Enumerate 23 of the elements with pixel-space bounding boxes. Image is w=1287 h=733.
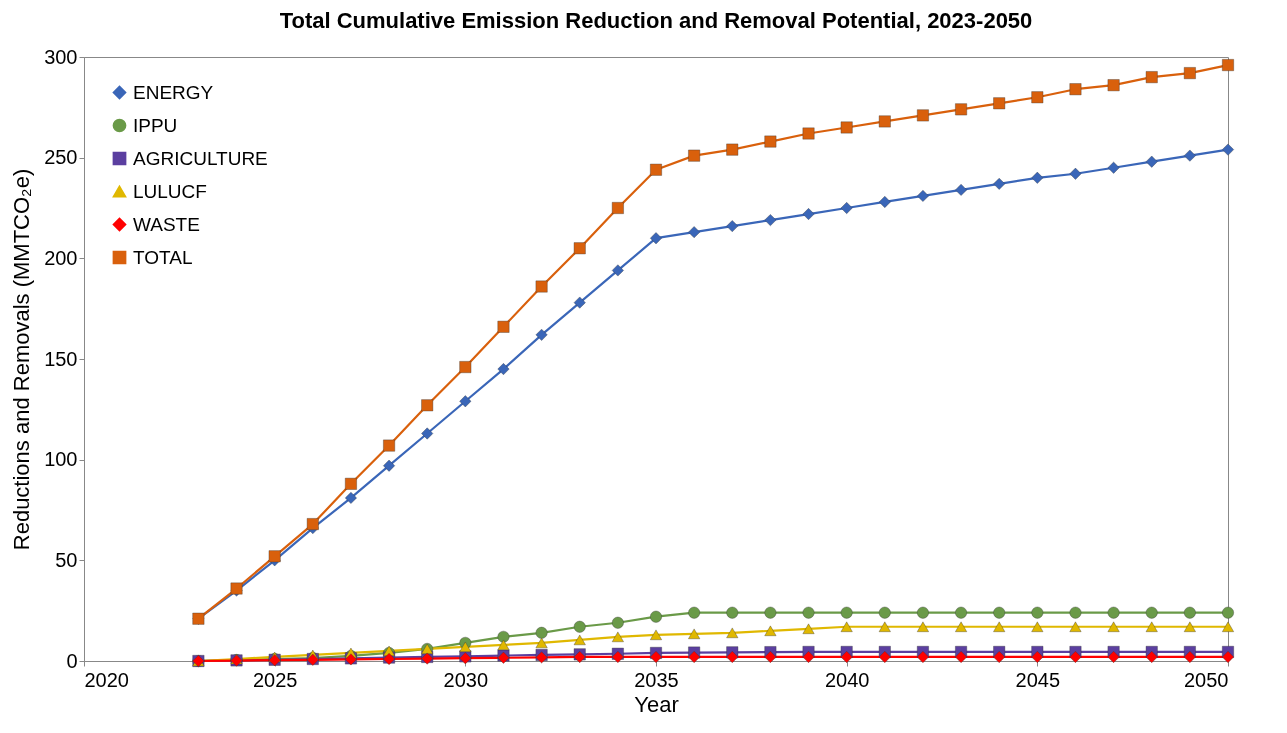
x-tick-label: 2030 [443, 668, 489, 691]
legend-label: WASTE [133, 213, 200, 235]
y-axis-title: Reductions and Removals (MMTCO₂e) [9, 168, 35, 551]
x-tick-label: 2040 [824, 668, 870, 691]
legend-label: IPPU [133, 114, 178, 136]
chart-title: Total Cumulative Emission Reduction and Removal Potential, 2023-2050 [279, 8, 1033, 33]
y-tick-label: 50 [55, 548, 78, 571]
y-tick-label: 0 [66, 649, 78, 672]
legend-label: LULUCF [133, 180, 207, 202]
legend-label: AGRICULTURE [133, 147, 268, 169]
x-tick-label: 2025 [252, 668, 298, 691]
x-tick-label: 2035 [634, 668, 679, 691]
y-tick-label: 150 [44, 347, 78, 370]
x-tick-label: 2045 [1015, 668, 1061, 691]
y-tick-label: 100 [44, 448, 78, 471]
legend-label: TOTAL [133, 246, 193, 268]
x-tick-label: 2020 [84, 668, 129, 691]
x-axis-title: Year [634, 691, 679, 717]
y-tick-label: 300 [44, 45, 78, 68]
y-tick-label: 200 [44, 246, 78, 269]
x-tick-label: 2050 [1184, 668, 1229, 691]
y-tick-label: 250 [44, 146, 78, 169]
legend-label: ENERGY [133, 81, 214, 103]
